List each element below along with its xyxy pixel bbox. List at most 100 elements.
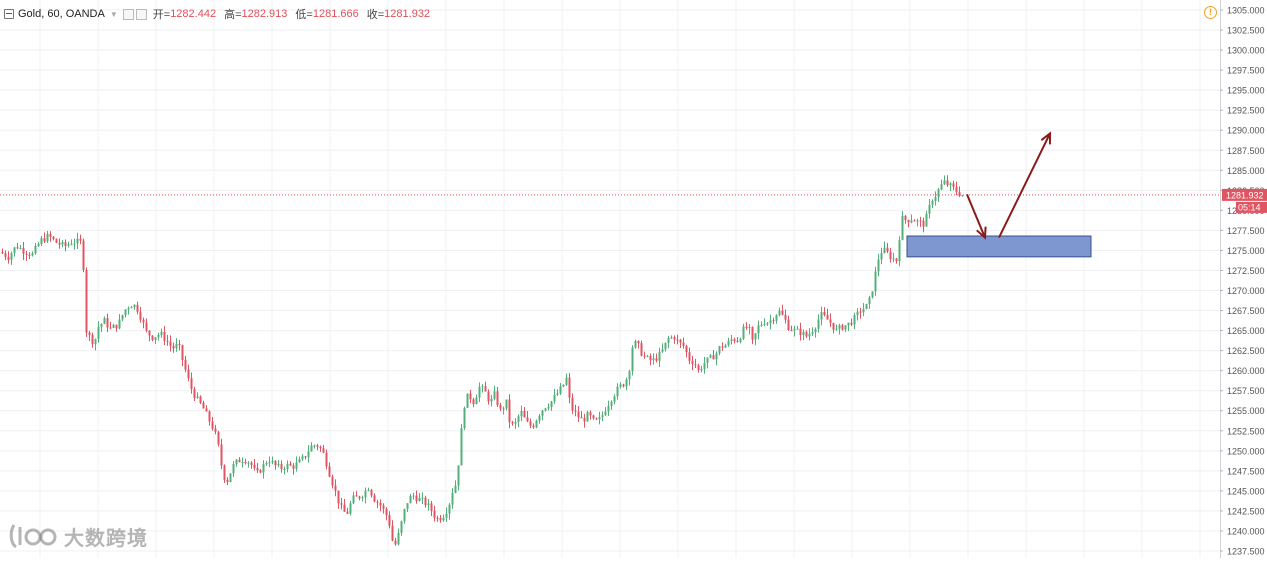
chevron-down-icon[interactable]: ▼ xyxy=(109,9,118,19)
candle-body xyxy=(526,417,529,422)
candle-body xyxy=(826,315,829,320)
candle-body xyxy=(454,485,457,493)
warning-icon[interactable]: ! xyxy=(1204,6,1217,19)
candle-body xyxy=(382,505,385,509)
candle-body xyxy=(574,410,577,412)
candle-body xyxy=(529,421,532,426)
candle-body xyxy=(523,410,526,418)
candle-body xyxy=(490,398,493,402)
candle-body xyxy=(625,379,628,387)
candle-body xyxy=(235,459,238,465)
candle-body xyxy=(91,334,94,345)
candle-body xyxy=(847,322,850,326)
candle-body xyxy=(517,416,520,422)
arrow-up-head[interactable] xyxy=(1040,131,1052,145)
candle-body xyxy=(688,352,691,361)
candle-body xyxy=(586,412,589,422)
candle-body xyxy=(94,339,97,345)
candle-body xyxy=(604,411,607,415)
candle-body xyxy=(622,384,625,387)
axis-tick-label: 1267.500 xyxy=(1227,306,1265,316)
candle-body xyxy=(646,356,649,358)
candle-body xyxy=(58,242,61,245)
candle-body xyxy=(661,349,664,352)
candle-body xyxy=(157,335,160,338)
last-price-badge[interactable] xyxy=(1222,188,1267,201)
candle-body xyxy=(721,346,724,348)
candle-body xyxy=(118,319,121,329)
candle-body xyxy=(238,459,241,463)
support-zone-rectangle[interactable] xyxy=(906,235,1092,258)
collapse-legend-icon[interactable] xyxy=(4,9,14,19)
open-value: 1282.442 xyxy=(170,8,217,20)
axis-tick-label: 1275.000 xyxy=(1227,246,1265,256)
candle-body xyxy=(631,347,634,372)
candle-body xyxy=(52,236,55,239)
candle-body xyxy=(889,251,892,260)
candle-body xyxy=(535,420,538,428)
candle-body xyxy=(187,369,190,379)
candle-body xyxy=(592,415,595,419)
axis-tick-label: 1245.000 xyxy=(1227,486,1265,496)
candle-body xyxy=(733,339,736,342)
candle-body xyxy=(394,540,397,545)
countdown-label[interactable]: 05:14 xyxy=(1238,202,1261,212)
candle-body xyxy=(259,470,262,473)
symbol-title[interactable]: Gold, 60, OANDA xyxy=(18,8,105,20)
axis-tick-label: 1250.000 xyxy=(1227,446,1265,456)
candle-body xyxy=(217,431,220,445)
candle-body xyxy=(190,378,193,390)
candle-body xyxy=(175,344,178,349)
arrow-down-shaft[interactable] xyxy=(966,193,986,239)
candle-body xyxy=(547,406,550,409)
candle-body xyxy=(619,384,622,387)
candle-body xyxy=(430,503,433,511)
candle-body xyxy=(220,444,223,466)
candle-body xyxy=(103,318,106,325)
candle-body xyxy=(301,456,304,460)
close-value: 1281.932 xyxy=(384,8,431,20)
candle-body xyxy=(397,532,400,545)
candle-body xyxy=(139,311,142,320)
axis-tick-label: 1252.500 xyxy=(1227,426,1265,436)
candle-body xyxy=(634,340,637,348)
price-axis[interactable]: 1305.000 1302.500 1300.000 1297.500 1295.000… xyxy=(1220,0,1267,558)
last-price-label[interactable]: 1281.932 xyxy=(1226,190,1264,200)
candle-body xyxy=(268,462,271,464)
candle-body xyxy=(805,331,808,337)
low-value: 1281.666 xyxy=(312,8,359,20)
arrow-up[interactable] xyxy=(998,131,1052,239)
candle-body xyxy=(637,340,640,344)
drawing-annotations[interactable] xyxy=(906,131,1092,258)
candle-body xyxy=(493,391,496,399)
settings-icon[interactable] xyxy=(135,8,147,20)
candle-body xyxy=(289,463,292,466)
candle-body xyxy=(766,323,769,325)
candle-body xyxy=(628,371,631,380)
visibility-icon[interactable] xyxy=(122,8,134,20)
candle-body xyxy=(76,238,79,244)
low-label: 低= xyxy=(295,9,313,21)
candle-body xyxy=(325,452,328,467)
arrow-up-shaft[interactable] xyxy=(998,132,1051,239)
candle-body xyxy=(67,244,70,246)
candle-body xyxy=(31,253,34,256)
candle-body xyxy=(451,492,454,505)
candle-body xyxy=(835,328,838,330)
candle-body xyxy=(142,319,145,323)
axis-tick-label: 1255.000 xyxy=(1227,406,1265,416)
candle-body xyxy=(928,204,931,214)
countdown-badge[interactable] xyxy=(1236,201,1267,213)
arrow-down[interactable] xyxy=(966,193,987,240)
candle-body xyxy=(859,311,862,313)
candle-body xyxy=(82,240,85,270)
axis-tick-label: 1292.500 xyxy=(1227,106,1265,116)
candle-body xyxy=(253,464,256,469)
candle-body xyxy=(415,495,418,502)
candle-body xyxy=(664,342,667,350)
candle-body xyxy=(316,445,319,447)
arrow-down-head[interactable] xyxy=(976,226,987,240)
candle-body xyxy=(484,386,487,392)
